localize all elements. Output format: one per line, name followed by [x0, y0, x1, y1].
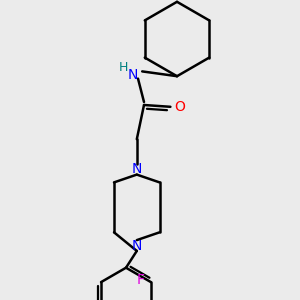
Text: N: N	[132, 162, 142, 176]
Text: O: O	[175, 100, 185, 114]
Text: N: N	[132, 238, 142, 253]
Text: N: N	[128, 68, 138, 82]
Text: F: F	[136, 273, 144, 287]
Text: H: H	[119, 61, 128, 74]
